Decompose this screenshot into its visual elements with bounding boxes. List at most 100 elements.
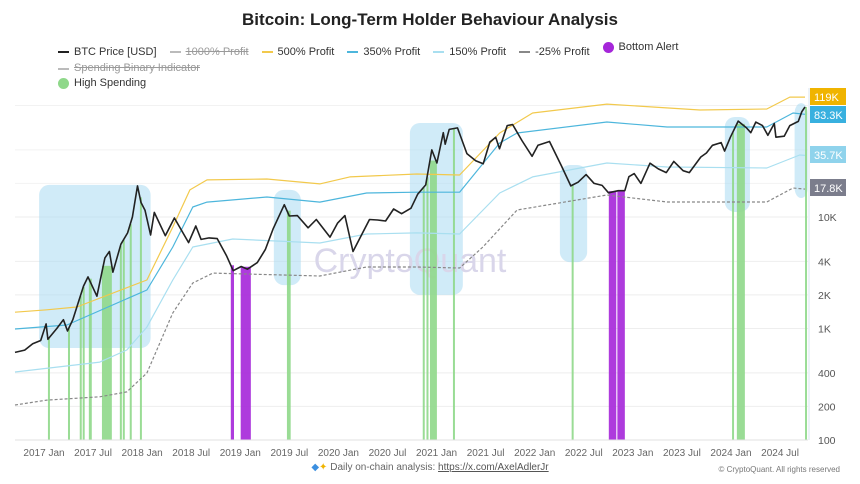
legend-label: 150% Profit — [449, 45, 507, 58]
bottom-alert-bar — [230, 265, 235, 440]
last-value-tag — [810, 179, 846, 196]
last-value-tag-label: 17.8K — [814, 183, 843, 195]
legend-line-icon — [58, 51, 69, 53]
highlight-region — [39, 184, 151, 349]
last-value-tag — [810, 106, 846, 123]
hands-icon: ✦ — [319, 462, 328, 473]
legend-line-icon — [347, 51, 359, 53]
high-spending-bar — [452, 128, 455, 441]
legend-label: High Spending — [74, 77, 147, 89]
legend-item[interactable]: 150% Profit — [433, 45, 506, 60]
high-spending-bar — [119, 246, 122, 440]
last-value-tag — [810, 146, 846, 163]
last-value-tag — [810, 88, 846, 105]
x-tick-label: 2024 Jan — [710, 448, 751, 459]
bottom-alert-bar — [617, 190, 625, 440]
legend-dot-icon — [58, 78, 69, 89]
footer-text: Daily on-chain analysis: — [330, 462, 439, 473]
x-tick-label: 2022 Jan — [514, 448, 555, 459]
x-tick-label: 2022 Jul — [565, 448, 603, 459]
copyright: © CryptoQuant. All rights reserved — [718, 465, 841, 474]
x-tick-label: 2019 Jul — [270, 448, 308, 459]
band-line-350-profit — [14, 112, 806, 330]
last-value-tag-label: 119K — [814, 92, 840, 104]
legend-line-icon — [169, 51, 181, 53]
high-spending-bar — [79, 296, 82, 440]
legend-label: 350% Profit — [363, 45, 421, 58]
high-spending-bar — [122, 240, 125, 440]
y-tick-label: 10K — [818, 212, 837, 224]
legend-item[interactable]: BTC Price [USD] — [58, 45, 157, 60]
last-value-tags: 119K 83.3K 35.7K 17.8K — [810, 88, 846, 196]
legend-dot-icon — [602, 42, 614, 53]
legend-item[interactable]: -25% Profit — [519, 45, 590, 60]
high-spending-bar — [101, 265, 112, 440]
footer: ◆✦ Daily on-chain analysis: https://x.co… — [0, 462, 860, 473]
y-tick-label: 4K — [818, 256, 831, 268]
high-spending-bar — [286, 210, 291, 440]
high-spending-bar — [129, 224, 132, 440]
band-line-150-profit — [14, 154, 806, 373]
legend-item[interactable]: 350% Profit — [347, 45, 420, 60]
x-tick-label: 2018 Jan — [122, 448, 163, 459]
footer-link[interactable]: https://x.com/AxelAdlerJr — [438, 462, 549, 473]
legend-line-icon — [519, 51, 531, 53]
chart-title: Bitcoin: Long-Term Holder Behaviour Anal… — [242, 10, 618, 29]
x-tick-label: 2024 Jul — [761, 448, 799, 459]
axes: 100 200 400 1K 2K 4K 10K 2017 Jan 2017 Jul 2018 J… — [15, 88, 837, 459]
x-tick-label: 2017 Jan — [23, 448, 64, 459]
y-tick-label: 400 — [818, 368, 836, 380]
legend-label: -25% Profit — [535, 45, 590, 58]
high-spending-bar — [805, 106, 808, 441]
bottom-alert-bar — [608, 191, 617, 440]
band-line-500-profit — [14, 96, 805, 313]
legend-item[interactable]: Spending Binary Indicator — [58, 61, 200, 76]
y-tick-label: 100 — [818, 435, 836, 447]
legend-label: Bottom Alert — [618, 41, 679, 53]
legend-label: BTC Price [USD] — [74, 45, 157, 58]
high-spending-bar — [422, 187, 425, 440]
bottom-alert-bar — [240, 266, 251, 440]
legend-label: 500% Profit — [277, 45, 335, 58]
high-spending-bar — [736, 123, 745, 441]
high-spending-bar — [67, 328, 70, 440]
legend-line-icon — [433, 51, 445, 53]
series-lines — [14, 96, 806, 406]
legend-item[interactable]: Bottom Alert — [602, 40, 679, 55]
x-tick-label: 2017 Jul — [74, 448, 112, 459]
legend-item[interactable]: 500% Profit — [261, 45, 335, 60]
band-line--25-profit — [14, 187, 806, 406]
legend-item[interactable]: 1000% Profit — [169, 45, 249, 60]
indicator-bars — [47, 106, 808, 441]
high-spending-bar — [88, 278, 92, 440]
high-spending-bar — [429, 160, 437, 440]
high-spending-bar — [139, 197, 142, 440]
x-tick-label: 2023 Jul — [663, 448, 701, 459]
y-tick-label: 1K — [818, 324, 831, 336]
x-tick-label: 2020 Jan — [318, 448, 359, 459]
x-tick-label: 2019 Jan — [220, 448, 261, 459]
last-value-tag-label: 83.3K — [814, 110, 843, 122]
high-spending-bar — [47, 338, 50, 440]
last-value-tag-label: 35.7K — [814, 150, 843, 162]
high-spending-bar — [571, 185, 574, 440]
btc-price-line — [14, 106, 806, 354]
legend-line-icon — [58, 67, 69, 70]
highlight-region — [794, 103, 808, 199]
x-tick-label: 2023 Jan — [612, 448, 653, 459]
x-tick-label: 2020 Jul — [369, 448, 407, 459]
legend-item[interactable]: High Spending — [58, 76, 146, 91]
diamond-hands-icon: ◆ — [311, 462, 320, 473]
high-spending-bar — [426, 177, 429, 440]
legend-label: 1000% Profit — [185, 45, 249, 58]
y-tick-label: 2K — [818, 290, 831, 302]
watermark: CryptoQuant — [314, 242, 507, 280]
y-tick-label: 200 — [818, 401, 836, 413]
legend: BTC Price [USD] 1000% Profit 500% Profit 35… — [58, 40, 838, 94]
x-tick-label: 2018 Jul — [172, 448, 210, 459]
x-tick-label: 2021 Jan — [416, 448, 457, 459]
legend-label: Spending Binary Indicator — [74, 62, 200, 74]
x-tick-label: 2021 Jul — [467, 448, 505, 459]
legend-line-icon — [261, 51, 273, 53]
